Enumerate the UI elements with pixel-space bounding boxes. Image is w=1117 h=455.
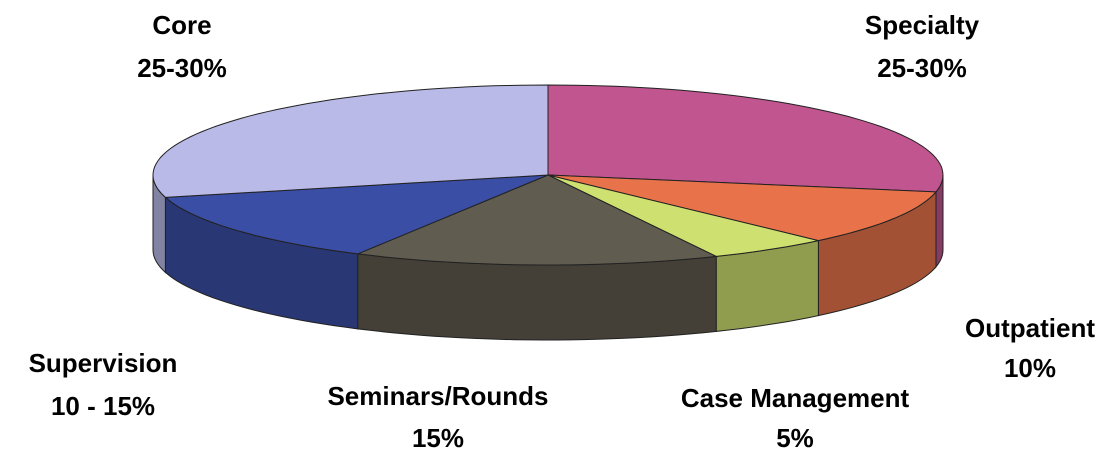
slice [547,84,944,193]
slice-label: Seminars/Rounds [327,381,548,411]
slice-label: Supervision [29,348,178,378]
slice-label: Case Management [681,383,910,413]
slice-value-label: 10 - 15% [51,391,155,421]
slice-label: Core [152,10,211,40]
slice-value-label: 25-30% [137,53,227,83]
slice-label: Outpatient [965,313,1095,343]
slice [547,174,819,257]
slice [152,84,549,198]
slice-value-label: 25-30% [877,53,967,83]
slice [164,174,549,255]
slice-side [357,253,717,341]
slice-label: Specialty [865,10,980,40]
slice [547,174,938,242]
slice-value-label: 10% [1004,353,1056,383]
slice-value-label: 15% [412,423,464,453]
slice [355,174,719,266]
slice-value-label: 5% [776,423,814,453]
